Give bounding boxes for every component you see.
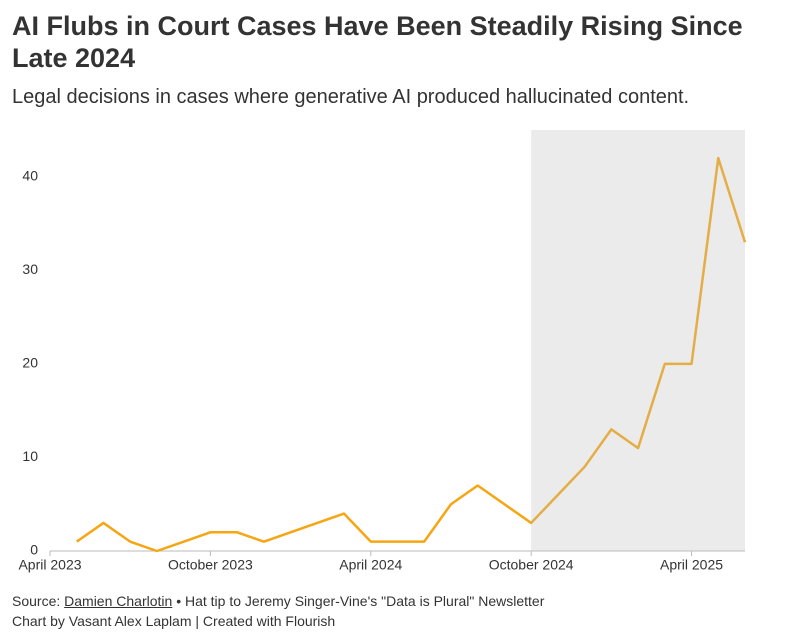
chart: 0 10 20 30 40 April 2023 October 2023 April 202… [18, 130, 747, 573]
x-tick-label: April 2025 [660, 557, 723, 573]
source-prefix: Source: [12, 593, 61, 609]
x-tick-label: April 2024 [339, 557, 402, 573]
x-tick-label: October 2024 [489, 557, 574, 573]
y-tick-label: 0 [30, 542, 38, 558]
shaded-period [531, 130, 745, 551]
chart-subtitle: Legal decisions in cases where generativ… [12, 86, 690, 108]
y-tick-label: 30 [22, 261, 38, 277]
credit: Chart by Vasant Alex Laplam | Created wi… [12, 613, 336, 629]
y-tick-label: 20 [22, 355, 38, 371]
source-line: Source: Damien Charlotin • Hat tip to Je… [12, 591, 544, 611]
y-tick-label: 10 [22, 448, 38, 464]
source-note: • Hat tip to Jeremy Singer-Vine's "Data … [176, 593, 545, 609]
data-line [76, 156, 747, 553]
x-tick-label: October 2023 [168, 557, 253, 573]
chart-title: AI Flubs in Court Cases Have Been Steadi… [12, 11, 743, 73]
x-tick-label: April 2023 [18, 557, 81, 573]
source-link[interactable]: Damien Charlotin [64, 593, 173, 609]
footer: Source: Damien Charlotin • Hat tip to Je… [12, 591, 544, 631]
y-tick-label: 40 [22, 167, 38, 183]
